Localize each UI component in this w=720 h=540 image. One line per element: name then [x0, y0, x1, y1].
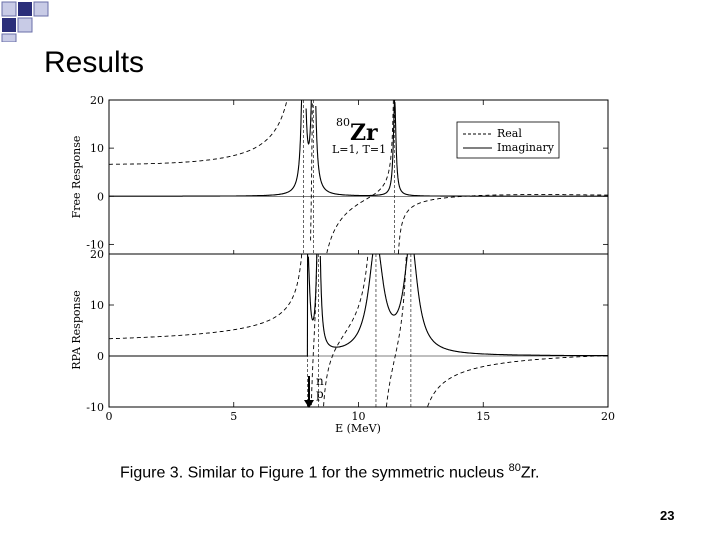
square-6: [1, 33, 17, 42]
xtick-label: 0: [106, 410, 113, 423]
top-ytick-label: -10: [86, 238, 104, 251]
marker-p: p: [316, 387, 324, 401]
square-3: [33, 1, 49, 17]
caption-superscript: 80: [508, 462, 521, 474]
threshold-arrowhead: [304, 400, 314, 408]
bottom-ytick-label: 10: [90, 299, 104, 312]
square-2: [18, 2, 32, 16]
legend-box: [456, 121, 560, 159]
marker-n: n: [316, 374, 324, 388]
page-number: 23: [660, 508, 675, 523]
bottom-ytick-label: 20: [90, 248, 104, 261]
legend-real-label: Real: [497, 127, 522, 140]
legend-imaginary-label: Imaginary: [497, 141, 555, 154]
xlabel: E (MeV): [335, 422, 381, 435]
rpa-response-real-curve: [109, 253, 608, 407]
top-panel-curves: [109, 99, 608, 254]
xtick-label: 20: [601, 410, 615, 423]
slide-title: Results: [44, 46, 145, 79]
xtick-label: 10: [352, 410, 366, 423]
top-ytick-label: 0: [97, 190, 104, 203]
bottom-ylabel: RPA Response: [70, 290, 83, 369]
square-5: [17, 17, 33, 33]
top-ytick-label: 10: [90, 142, 104, 155]
bottom-panel-curves: [109, 253, 608, 407]
xtick-label: 5: [230, 410, 237, 423]
caption-suffix: Zr.: [520, 464, 540, 482]
bottom-ytick-label: -10: [86, 401, 104, 414]
top-ytick-label: 20: [90, 94, 104, 107]
quantum-numbers: L=1, T=1: [332, 143, 386, 156]
figure-caption: Figure 3. Similar to Figure 1 for the sy…: [120, 462, 540, 482]
free-response-real-curve: [109, 99, 608, 254]
xtick-label: 15: [476, 410, 490, 423]
caption-prefix: Figure 3. Similar to Figure 1 for the sy…: [120, 464, 509, 482]
mass-number: 80: [336, 116, 350, 129]
bottom-ytick-label: 0: [97, 350, 104, 363]
element-symbol: Zr: [350, 120, 378, 146]
decorative-squares: [1, 1, 49, 42]
legend: Real Imaginary: [456, 121, 560, 159]
square-1: [1, 1, 17, 17]
square-4: [2, 18, 16, 32]
top-ylabel: Free Response: [70, 136, 83, 219]
